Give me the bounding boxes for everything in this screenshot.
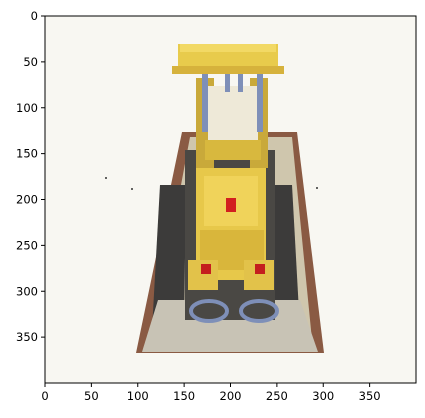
blade-edge: [172, 66, 284, 74]
y-tick-label: 300: [16, 284, 38, 298]
wheel-right: [239, 299, 279, 323]
red-light-left: [201, 264, 211, 274]
y-axis-ticks: 0 50 100 150 200 250 300 350: [16, 9, 45, 344]
track-left: [152, 185, 186, 330]
noise-dot: [131, 188, 133, 190]
x-tick-label: 50: [84, 389, 99, 403]
red-light-center: [226, 198, 236, 212]
x-tick-label: 250: [266, 389, 288, 403]
y-tick-label: 50: [23, 55, 38, 69]
noise-dot: [316, 187, 318, 189]
noise-dot: [105, 177, 107, 179]
x-tick-label: 100: [127, 389, 149, 403]
y-tick-label: 350: [16, 330, 38, 344]
blue-linkage-4: [238, 62, 243, 92]
blue-linkage-2: [257, 62, 263, 132]
bulldozer-image: [45, 16, 416, 383]
y-tick-label: 150: [16, 147, 38, 161]
x-tick-label: 300: [312, 389, 334, 403]
y-tick-label: 250: [16, 238, 38, 252]
blade-top: [180, 44, 276, 52]
red-light-right: [255, 264, 265, 274]
blue-linkage-3: [225, 62, 230, 92]
track-right: [270, 185, 300, 330]
x-tick-label: 0: [41, 389, 48, 403]
y-tick-label: 200: [16, 193, 38, 207]
x-tick-label: 200: [220, 389, 242, 403]
cab-crossbar: [205, 140, 261, 160]
x-tick-label: 350: [359, 389, 381, 403]
y-tick-label: 100: [16, 101, 38, 115]
x-axis-ticks: 0 50 100 150 200 250 300 350: [41, 383, 381, 403]
x-tick-label: 150: [173, 389, 195, 403]
wheel-left: [189, 299, 229, 323]
blue-linkage-1: [202, 62, 208, 132]
y-tick-label: 0: [31, 9, 38, 23]
